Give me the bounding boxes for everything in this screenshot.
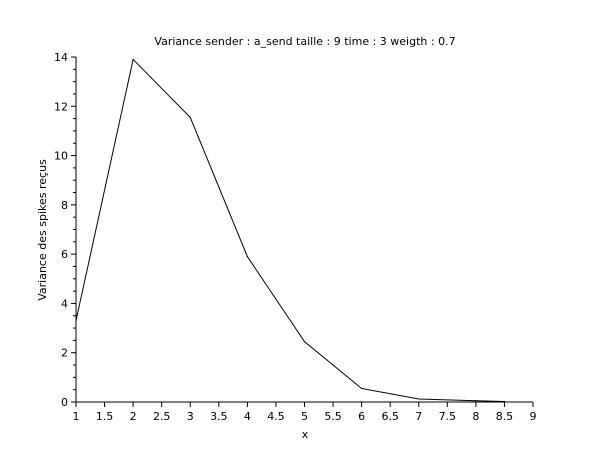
y-tick-label: 12 bbox=[54, 100, 68, 113]
y-tick-label: 2 bbox=[61, 347, 68, 360]
x-tick-label: 7.5 bbox=[439, 410, 457, 423]
x-tick-label: 9 bbox=[530, 410, 537, 423]
data-point bbox=[475, 400, 477, 402]
x-tick-label: 2 bbox=[130, 410, 137, 423]
data-point bbox=[303, 341, 306, 343]
x-tick-label: 2.5 bbox=[153, 410, 171, 423]
x-tick-label: 4.5 bbox=[267, 410, 285, 423]
x-tick-label: 8 bbox=[472, 410, 479, 423]
y-tick-label: 4 bbox=[61, 297, 68, 310]
x-tick-label: 1 bbox=[73, 410, 80, 423]
x-tick-label: 1.5 bbox=[96, 410, 114, 423]
x-tick-label: 8.5 bbox=[496, 410, 514, 423]
plot-area bbox=[75, 58, 506, 403]
x-tick-label: 5 bbox=[301, 410, 308, 423]
x-tick-label: 7 bbox=[415, 410, 422, 423]
data-point bbox=[503, 400, 506, 403]
axes bbox=[75, 57, 533, 403]
x-tick-label: 6 bbox=[358, 410, 365, 423]
y-axis-label: Variance des spikes reçus bbox=[36, 159, 49, 301]
data-point bbox=[246, 256, 248, 258]
x-axis-label: x bbox=[302, 428, 309, 441]
y-tick-label: 8 bbox=[61, 199, 68, 212]
y-tick-label: 10 bbox=[54, 150, 68, 163]
data-point bbox=[189, 116, 191, 118]
y-tick-label: 0 bbox=[61, 396, 68, 409]
data-point bbox=[75, 320, 77, 322]
x-tick-label: 5.5 bbox=[324, 410, 342, 423]
y-tick-label: 14 bbox=[54, 51, 68, 64]
data-point bbox=[132, 58, 134, 61]
chart-title: Variance sender : a_send taille : 9 time… bbox=[154, 35, 455, 48]
x-tick-label: 6.5 bbox=[381, 410, 399, 423]
x-tick-label: 3 bbox=[187, 410, 194, 423]
series-line bbox=[75, 58, 505, 403]
x-tick-label: 4 bbox=[244, 410, 251, 423]
x-tick-label: 3.5 bbox=[210, 410, 228, 423]
data-point bbox=[361, 387, 363, 390]
y-tick-label: 6 bbox=[61, 248, 68, 261]
ticks: 1 1.5 2 2.5 3 3.5 4 4.5 5 5.5 6 6.5 7 7.5 8 8.5 9 0 2 4 6 8 10… bbox=[54, 51, 537, 423]
data-point bbox=[418, 398, 420, 400]
